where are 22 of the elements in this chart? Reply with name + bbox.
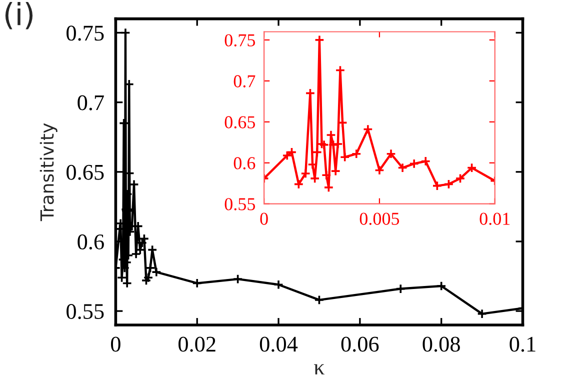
- y-tick-label: 0.65: [66, 164, 104, 180]
- y-tick-label: 0.65: [224, 116, 256, 128]
- x-tick-label: 0.01: [480, 212, 510, 225]
- x-tick-label: 0: [110, 336, 120, 352]
- y-tick-label: 0.6: [234, 157, 256, 170]
- x-tick-label: 0.06: [341, 336, 379, 352]
- x-tick-label: 0.02: [178, 336, 216, 352]
- y-tick-label: 0.75: [224, 34, 256, 46]
- y-axis-title: Transitivity: [40, 123, 58, 222]
- x-axis-title: κ: [314, 364, 325, 374]
- y-tick-label: 0.55: [224, 198, 256, 210]
- x-tick-label: 0.1: [510, 336, 536, 352]
- y-tick-label: 0.7: [78, 95, 104, 110]
- y-tick-label: 0.7: [234, 75, 256, 88]
- x-tick-label: 0.005: [360, 212, 400, 225]
- text: (i): [5, 2, 33, 30]
- x-tick-label: 0.08: [422, 336, 460, 352]
- y-tick-label: 0.75: [66, 26, 104, 41]
- x-tick-label: 0.04: [260, 336, 298, 352]
- y-tick-label: 0.55: [66, 304, 104, 320]
- y-tick-label: 0.6: [78, 234, 104, 250]
- x-tick-label: 0: [260, 212, 268, 225]
